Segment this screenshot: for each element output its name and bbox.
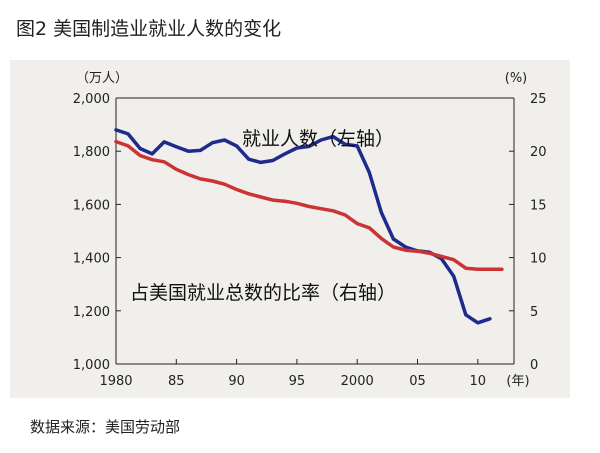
share-annotation: 占美国就业总数的比率（右轴） — [130, 282, 396, 304]
y-left-tick-label: 1,000 — [73, 358, 110, 373]
employment-annotation: 就业人数（左轴） — [242, 128, 394, 150]
y-right-tick-label: 20 — [530, 145, 547, 160]
series-layer — [114, 128, 504, 325]
y-right-tick-label: 5 — [530, 305, 538, 320]
y-right-tick-label: 0 — [530, 358, 538, 373]
y-left-unit: （万人） — [76, 71, 128, 86]
y-right-unit: (%) — [505, 71, 528, 86]
y-left-tick-label: 1,800 — [73, 145, 110, 160]
y-left-tick-label: 1,400 — [73, 252, 110, 267]
share-line — [114, 139, 504, 272]
label-layer: （万人） (%) (年) 就业人数（左轴） 占美国就业总数的比率（右轴） — [76, 71, 530, 389]
x-tick-label: 05 — [409, 374, 426, 389]
chart-title: 图2 美国制造业就业人数的变化 — [16, 18, 282, 40]
y-right-tick-label: 15 — [530, 198, 547, 213]
x-tick-label: 2000 — [341, 374, 374, 389]
y-left-tick-label: 2,000 — [73, 92, 110, 107]
y-left-tick-label: 1,200 — [73, 305, 110, 320]
data-source-note: 数据来源：美国劳动部 — [30, 418, 181, 436]
x-tick-label: 90 — [228, 374, 245, 389]
y-right-tick-label: 10 — [530, 252, 547, 267]
y-left-tick-label: 1,600 — [73, 198, 110, 213]
x-tick-label: 1980 — [99, 374, 132, 389]
y-right-tick-label: 25 — [530, 92, 547, 107]
x-tick-label: 95 — [289, 374, 306, 389]
x-tick-label: 85 — [168, 374, 185, 389]
x-unit: (年) — [506, 374, 529, 389]
x-tick-label: 10 — [470, 374, 487, 389]
plot-background — [10, 60, 570, 398]
axes-layer: 1,0001,2001,4001,6001,8002,0000510152025… — [73, 92, 547, 389]
